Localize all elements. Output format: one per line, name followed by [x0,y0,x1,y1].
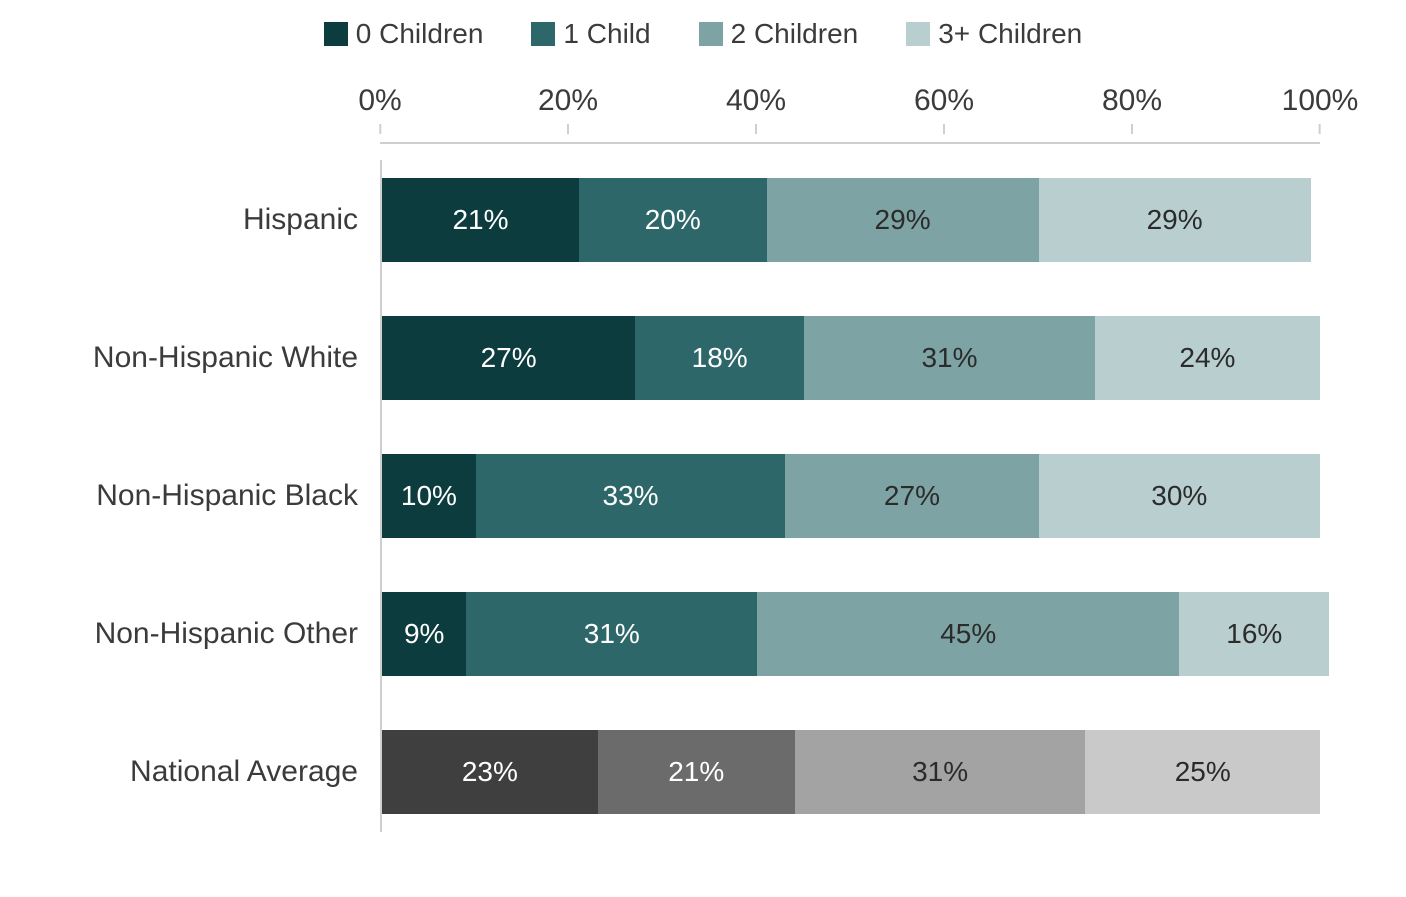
axis-tick-mark [567,124,569,134]
axis-tick: 80% [1102,84,1162,134]
bar-segment: 30% [1039,454,1320,538]
legend-item-0-children: 0 Children [324,20,484,48]
bar-segment: 20% [579,178,767,262]
bar-segment: 9% [382,592,466,676]
category-label: Non-Hispanic White [93,341,382,375]
bar-segment: 31% [466,592,757,676]
axis-tick-label: 80% [1102,84,1162,124]
legend-swatch [699,22,723,46]
bar-row: Non-Hispanic White27%18%31%24% [382,316,1320,400]
category-label: Non-Hispanic Other [95,617,382,651]
bar-segment: 31% [804,316,1095,400]
bar-segment: 21% [382,178,579,262]
legend-label: 1 Child [563,20,650,48]
bar-segment: 31% [795,730,1086,814]
bar-segment: 10% [382,454,476,538]
bar-segment: 29% [767,178,1039,262]
bar-row: Non-Hispanic Other9%31%45%16% [382,592,1329,676]
plot-area: 0%20%40%60%80%100% Hispanic21%20%29%29%N… [380,84,1320,832]
bar-row: Non-Hispanic Black10%33%27%30% [382,454,1320,538]
legend-label: 3+ Children [938,20,1082,48]
legend-swatch [324,22,348,46]
axis-tick-label: 60% [914,84,974,124]
legend-item-2-children: 2 Children [699,20,859,48]
bars-container: Hispanic21%20%29%29% Non-Hispanic White27… [380,160,1320,832]
axis-tick-mark [1131,124,1133,134]
bar-segment: 25% [1085,730,1320,814]
axis-tick: 40% [726,84,786,134]
axis-tick-label: 20% [538,84,598,124]
legend-swatch [906,22,930,46]
axis-tick-label: 0% [358,84,401,124]
axis-tick-mark [755,124,757,134]
stacked-bar-chart: 0 Children 1 Child 2 Children 3+ Childre… [0,0,1406,897]
legend-swatch [531,22,555,46]
x-axis: 0%20%40%60%80%100% [380,84,1320,144]
axis-tick: 60% [914,84,974,134]
axis-tick: 100% [1282,84,1359,134]
bar-row: Hispanic21%20%29%29% [382,178,1311,262]
legend: 0 Children 1 Child 2 Children 3+ Childre… [0,20,1406,48]
bar-segment: 16% [1179,592,1329,676]
category-label: Hispanic [243,203,382,237]
bar-row: National Average23%21%31%25% [382,730,1320,814]
axis-tick-mark [379,124,381,134]
bar-segment: 24% [1095,316,1320,400]
legend-label: 0 Children [356,20,484,48]
bar-segment: 29% [1039,178,1311,262]
legend-item-1-child: 1 Child [531,20,650,48]
category-label: Non-Hispanic Black [96,479,382,513]
legend-item-3plus-children: 3+ Children [906,20,1082,48]
category-label: National Average [130,755,382,789]
bar-segment: 27% [382,316,635,400]
legend-label: 2 Children [731,20,859,48]
axis-tick: 0% [358,84,401,134]
bar-segment: 45% [757,592,1179,676]
bar-segment: 18% [635,316,804,400]
axis-tick-label: 40% [726,84,786,124]
axis-tick-mark [1319,124,1321,134]
bar-segment: 23% [382,730,598,814]
bar-segment: 33% [476,454,786,538]
axis-tick: 20% [538,84,598,134]
bar-segment: 21% [598,730,795,814]
bar-segment: 27% [785,454,1038,538]
axis-tick-mark [943,124,945,134]
axis-tick-label: 100% [1282,84,1359,124]
